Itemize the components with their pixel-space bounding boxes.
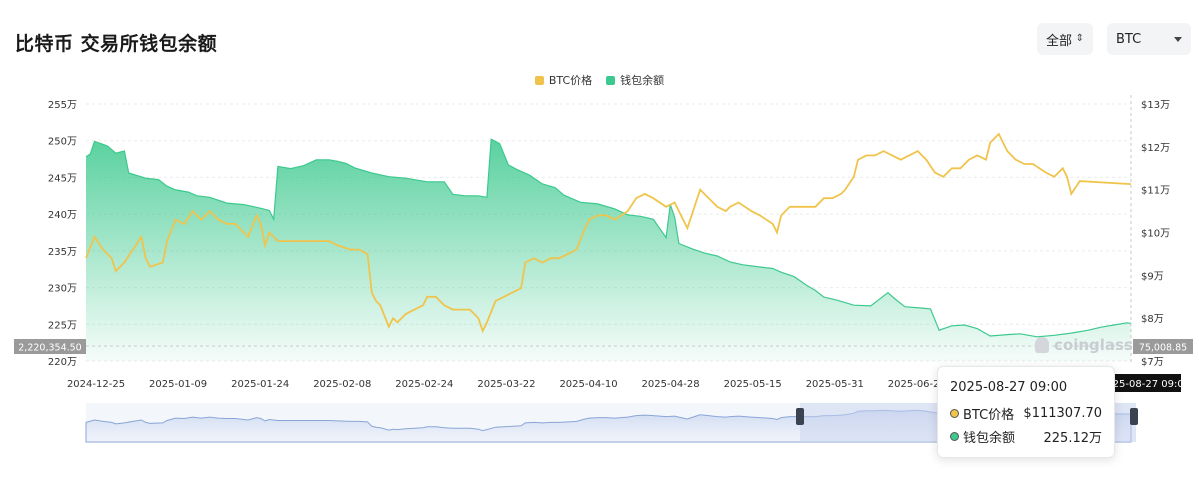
x-axis: 2024-12-25 2025-01-09 2025-01-24 2025-02-08… [67, 379, 1028, 390]
wallet-balance-line[interactable] [85, 138, 1132, 338]
right-tick-label: $8万 [1141, 314, 1164, 325]
tooltip-row-wallet: 钱包余额 225.12万 [950, 427, 1102, 446]
coinglass-logo-icon [1035, 337, 1049, 353]
x-tick-label: 2025-02-24 [395, 379, 453, 390]
x-tick-label: 2025-05-31 [806, 379, 864, 390]
navigator-left-handle[interactable] [796, 408, 804, 425]
coinglass-watermark: coinglass [1035, 336, 1133, 354]
scope-select[interactable]: 全部 ⇕ [1037, 23, 1093, 55]
tooltip-date: 2025-08-27 09:00 [950, 380, 1068, 395]
svg-text:2,220,354.50: 2,220,354.50 [18, 343, 81, 354]
svg-text:75,008.85: 75,008.85 [1139, 343, 1187, 354]
x-tick-label: 2025-04-28 [642, 379, 700, 390]
tooltip-dot-wallet [950, 432, 959, 441]
x-tick-label: 2025-03-22 [477, 379, 535, 390]
chart-tooltip: 2025-08-27 09:00 BTC价格 $111307.70 钱包余额 2… [937, 366, 1115, 458]
x-tick-label: 2025-04-10 [559, 379, 617, 390]
left-axis: 255万 250万 245万 240万 235万 230万 225万 220万 [48, 100, 77, 368]
tooltip-value-btc: $111307.70 [1023, 406, 1102, 421]
right-tick-label: $7万 [1141, 357, 1164, 368]
legend-swatch-btc [534, 75, 544, 85]
legend-item-wallet[interactable]: 钱包余额 [606, 72, 664, 88]
tooltip-label-wallet: 钱包余额 [963, 431, 1016, 446]
crosshair-right-label: 75,008.85 [1133, 339, 1193, 354]
x-tick-label: 2025-02-08 [313, 379, 371, 390]
crosshair-left-label: 2,220,354.50 [14, 339, 86, 354]
coin-select[interactable]: BTC [1107, 23, 1191, 55]
left-tick-label: 235万 [48, 247, 77, 258]
watermark-text: coinglass [1054, 336, 1133, 354]
x-tick-label: 2025-06-20 [888, 379, 946, 390]
left-tick-label: 240万 [48, 210, 77, 221]
x-tick-label: 2024-12-25 [67, 379, 125, 390]
x-tick-label: 2025-05-15 [724, 379, 782, 390]
scope-select-value: 全部 [1046, 33, 1073, 49]
right-tick-label: $13万 [1141, 100, 1170, 111]
right-tick-label: $10万 [1141, 229, 1170, 240]
tooltip-value-wallet: 225.12万 [1043, 431, 1103, 446]
left-tick-label: 250万 [48, 137, 77, 148]
legend-swatch-wallet [606, 75, 616, 85]
left-tick-label: 255万 [48, 100, 77, 111]
x-tick-label: 2025-01-24 [231, 379, 289, 390]
right-tick-label: $11万 [1141, 186, 1170, 197]
chart-legend: BTC价格 钱包余额 [0, 72, 1199, 88]
tooltip-dot-btc [950, 409, 959, 418]
right-axis: $13万 $12万 $11万 $10万 $9万 $8万 $7万 [1141, 100, 1170, 368]
legend-item-btc[interactable]: BTC价格 [534, 72, 593, 88]
coin-select-value: BTC [1116, 31, 1142, 47]
right-tick-label: $12万 [1141, 143, 1170, 154]
crosshair-x-label: 2025-08-27 09:00 [1100, 374, 1190, 392]
legend-label-wallet: 钱包余额 [620, 74, 665, 87]
sort-arrows-icon: ⇕ [1075, 33, 1084, 44]
navigator-right-handle[interactable] [1130, 408, 1138, 425]
btc-price-line[interactable] [85, 132, 1132, 334]
left-tick-label: 245万 [48, 173, 77, 184]
chevron-down-icon [1174, 36, 1182, 42]
wallet-balance-area [86, 139, 1131, 361]
page-title: 比特币 交易所钱包余额 [15, 33, 218, 55]
tooltip-row-btc: BTC价格 $111307.70 [950, 404, 1102, 423]
legend-label-btc: BTC价格 [548, 74, 593, 87]
tooltip-label-btc: BTC价格 [963, 408, 1015, 423]
left-tick-label: 220万 [48, 357, 77, 368]
svg-text:2025-08-27 09:00: 2025-08-27 09:00 [1100, 379, 1190, 390]
left-tick-label: 230万 [48, 284, 77, 295]
right-tick-label: $9万 [1141, 271, 1164, 282]
left-tick-label: 225万 [48, 320, 77, 331]
x-tick-label: 2025-01-09 [149, 379, 207, 390]
